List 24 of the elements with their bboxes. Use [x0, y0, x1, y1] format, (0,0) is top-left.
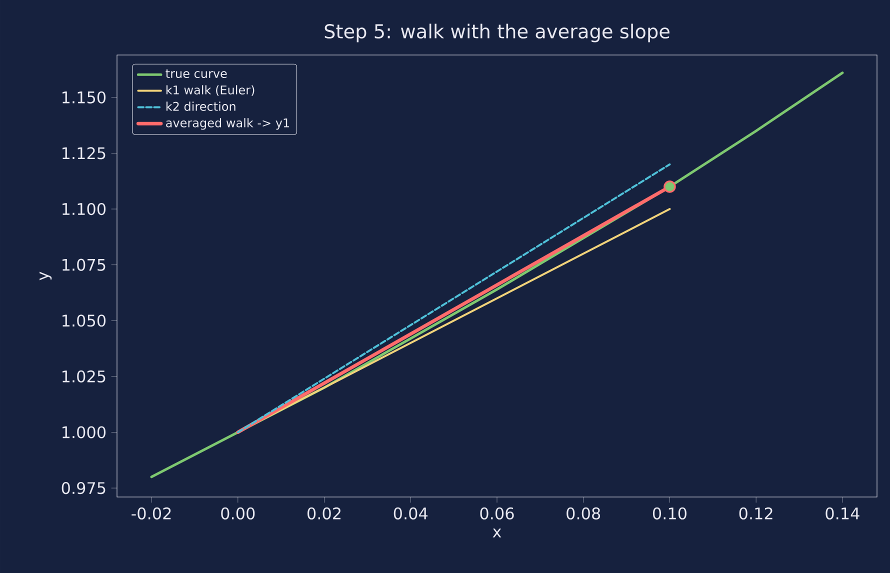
x-axis-title: x — [492, 528, 502, 538]
x-tick-label: 0.06 — [480, 507, 514, 520]
x-tick-label: 0.14 — [826, 507, 860, 520]
y-axis-title: y — [40, 272, 52, 280]
legend-label: k1 walk (Euler) — [166, 85, 254, 96]
x-tick-label: 0.00 — [221, 507, 255, 520]
y-tick-label: 1.075 — [62, 258, 106, 271]
x-tick-label: 0.10 — [652, 507, 686, 520]
x-tick-label: 0.04 — [394, 507, 428, 520]
x-tick-label: -0.02 — [132, 507, 171, 520]
y-tick-label: 1.050 — [62, 314, 106, 327]
y-tick-label: 1.100 — [62, 202, 106, 216]
y-tick-label: 0.975 — [62, 482, 106, 494]
legend-label: k2 direction — [166, 102, 236, 111]
chart-title: Step 5: walk with the average slope — [324, 24, 670, 42]
x-tick-label: 0.12 — [739, 507, 772, 520]
x-tick-label: 0.08 — [566, 507, 600, 520]
y-tick-label: 1.000 — [62, 426, 106, 438]
legend-label: averaged walk -> y1 — [166, 118, 290, 130]
legend-label: true curve — [166, 69, 227, 78]
y-tick-label: 1.150 — [62, 91, 106, 104]
y-tick-label: 1.025 — [62, 370, 106, 382]
x-tick-label: 0.02 — [308, 507, 340, 520]
y-tick-label: 1.125 — [62, 147, 106, 160]
